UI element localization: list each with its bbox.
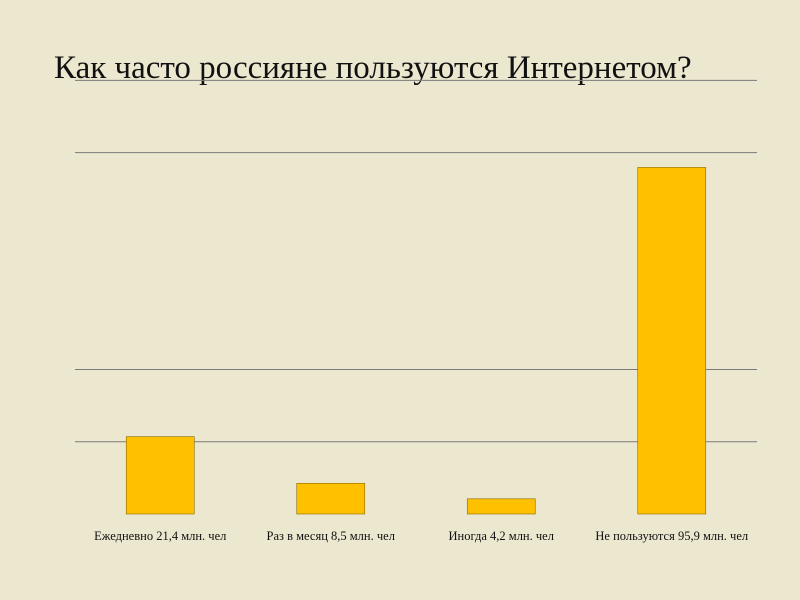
category-label-1: Ежедневно 21,4 млн. чел (94, 529, 226, 543)
bars (125, 167, 707, 515)
bar-3 (466, 498, 536, 515)
category-label-2: Раз в месяц 8,5 млн. чел (267, 529, 395, 543)
category-labels: Ежедневно 21,4 млн. чел Раз в месяц 8,5 м… (94, 529, 748, 543)
bar-4 (637, 167, 707, 515)
bar-1 (125, 436, 195, 515)
category-label-4: Не пользуются 95,9 млн. чел (595, 529, 748, 543)
bar-2 (296, 482, 366, 515)
category-label-3: Иногда 4,2 млн. чел (449, 529, 554, 543)
